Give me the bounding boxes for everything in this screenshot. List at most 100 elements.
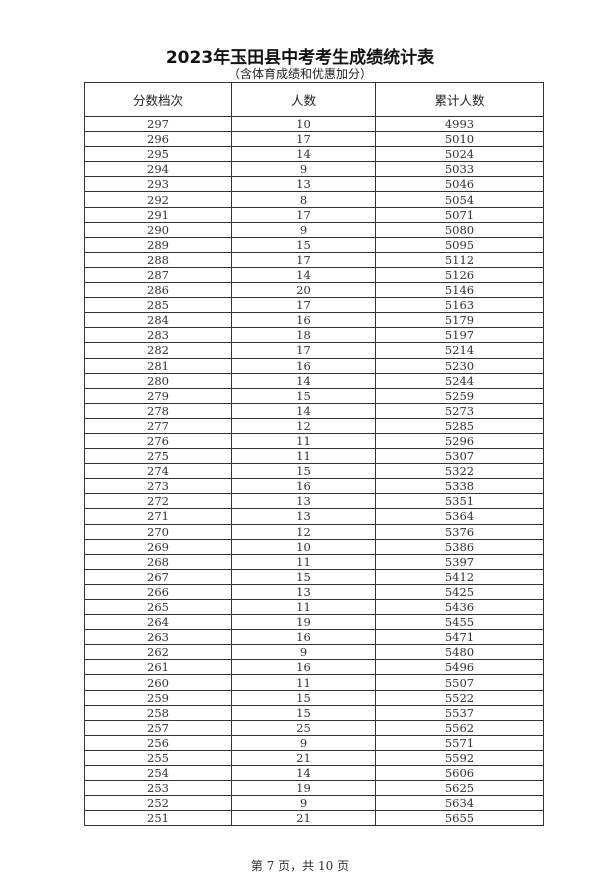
cell-score: 252 xyxy=(84,795,232,812)
cell-count: 14 xyxy=(231,372,376,389)
page-number: 第 7 页，共 10 页 xyxy=(250,859,350,873)
cell-count: 11 xyxy=(231,598,376,616)
cell-count: 16 xyxy=(231,629,376,646)
table-row: 284 16 5179 xyxy=(84,312,544,329)
cell-count: 15 xyxy=(231,463,376,480)
cell-cumulative: 5033 xyxy=(375,161,544,178)
cell-score: 263 xyxy=(84,629,232,646)
cell-score: 277 xyxy=(84,417,232,434)
cell-count: 14 xyxy=(231,266,376,284)
cell-cumulative: 5054 xyxy=(375,191,544,208)
table-row: 252 9 5634 xyxy=(84,795,544,812)
cell-score: 281 xyxy=(84,357,232,374)
cell-count: 10 xyxy=(231,115,376,133)
cell-cumulative: 5259 xyxy=(375,387,544,404)
cell-score: 266 xyxy=(84,583,232,601)
cell-cumulative: 5285 xyxy=(375,417,544,434)
cell-count: 17 xyxy=(231,297,376,314)
table-row: 294 9 5033 xyxy=(84,161,544,178)
cell-count: 17 xyxy=(231,206,376,223)
cell-cumulative: 4993 xyxy=(375,115,544,133)
cell-score: 280 xyxy=(84,372,232,389)
cell-cumulative: 5146 xyxy=(375,282,544,299)
cell-cumulative: 5571 xyxy=(375,734,544,751)
cell-cumulative: 5230 xyxy=(375,357,544,374)
table-row: 278 14 5273 xyxy=(84,402,544,419)
cell-cumulative: 5071 xyxy=(375,206,544,223)
cell-cumulative: 5386 xyxy=(375,538,544,555)
cell-score: 276 xyxy=(84,432,232,450)
cell-count: 13 xyxy=(231,176,376,193)
cell-count: 13 xyxy=(231,493,376,510)
cell-count: 12 xyxy=(231,523,376,540)
cell-score: 256 xyxy=(84,734,232,751)
cell-score: 293 xyxy=(84,176,232,193)
cell-count: 17 xyxy=(231,342,376,359)
cell-score: 287 xyxy=(84,266,232,284)
cell-cumulative: 5010 xyxy=(375,131,544,148)
cell-cumulative: 5592 xyxy=(375,749,544,767)
cell-count: 14 xyxy=(231,146,376,163)
table-row: 287 14 5126 xyxy=(84,266,544,284)
cell-count: 11 xyxy=(231,432,376,450)
cell-cumulative: 5296 xyxy=(375,432,544,450)
cell-cumulative: 5273 xyxy=(375,402,544,419)
cell-cumulative: 5214 xyxy=(375,342,544,359)
cell-count: 11 xyxy=(231,553,376,570)
cell-score: 278 xyxy=(84,402,232,419)
table-row: 292 8 5054 xyxy=(84,191,544,208)
cell-count: 8 xyxy=(231,191,376,208)
table-row: 262 9 5480 xyxy=(84,644,544,661)
cell-cumulative: 5496 xyxy=(375,659,544,676)
table-row: 270 12 5376 xyxy=(84,523,544,540)
cell-score: 275 xyxy=(84,448,232,465)
cell-cumulative: 5655 xyxy=(375,810,544,827)
cell-count: 16 xyxy=(231,312,376,329)
table-row: 288 17 5112 xyxy=(84,251,544,268)
cell-cumulative: 5112 xyxy=(375,251,544,268)
cell-count: 9 xyxy=(231,795,376,812)
table-row: 280 14 5244 xyxy=(84,372,544,389)
cell-score: 255 xyxy=(84,749,232,767)
cell-score: 260 xyxy=(84,674,232,691)
cell-count: 11 xyxy=(231,674,376,691)
cell-count: 13 xyxy=(231,508,376,525)
cell-score: 292 xyxy=(84,191,232,208)
cell-count: 15 xyxy=(231,568,376,585)
cell-count: 16 xyxy=(231,659,376,676)
table-row: 258 15 5537 xyxy=(84,704,544,721)
table-row: 256 9 5571 xyxy=(84,734,544,751)
cell-score: 253 xyxy=(84,780,232,797)
table-row: 254 14 5606 xyxy=(84,765,544,782)
cell-count: 9 xyxy=(231,161,376,178)
cell-count: 12 xyxy=(231,417,376,434)
cell-score: 297 xyxy=(84,115,232,133)
cell-count: 16 xyxy=(231,357,376,374)
cell-score: 264 xyxy=(84,614,232,631)
cell-score: 279 xyxy=(84,387,232,404)
table-row: 289 15 5095 xyxy=(84,236,544,253)
cell-score: 257 xyxy=(84,719,232,736)
cell-score: 254 xyxy=(84,765,232,782)
cell-cumulative: 5179 xyxy=(375,312,544,329)
cell-score: 259 xyxy=(84,689,232,706)
cell-cumulative: 5307 xyxy=(375,448,544,465)
cell-score: 295 xyxy=(84,146,232,163)
page-subtitle: （含体育成绩和优惠加分） xyxy=(227,67,372,81)
table-row: 283 18 5197 xyxy=(84,327,544,344)
header-score-level: 分数档次 xyxy=(84,82,232,117)
cell-count: 14 xyxy=(231,402,376,419)
table-header-row: 分数档次 人数 累计人数 xyxy=(84,82,544,117)
page-title: 2023年玉田县中考考生成绩统计表 xyxy=(165,48,435,68)
cell-count: 9 xyxy=(231,644,376,661)
cell-count: 9 xyxy=(231,221,376,238)
table-row: 267 15 5412 xyxy=(84,568,544,585)
table-row: 269 10 5386 xyxy=(84,538,544,555)
table-row: 296 17 5010 xyxy=(84,131,544,148)
cell-count: 17 xyxy=(231,251,376,268)
header-count: 人数 xyxy=(231,82,376,117)
cell-score: 273 xyxy=(84,478,232,495)
table-row: 277 12 5285 xyxy=(84,417,544,434)
cell-cumulative: 5397 xyxy=(375,553,544,570)
table-row: 255 21 5592 xyxy=(84,749,544,767)
